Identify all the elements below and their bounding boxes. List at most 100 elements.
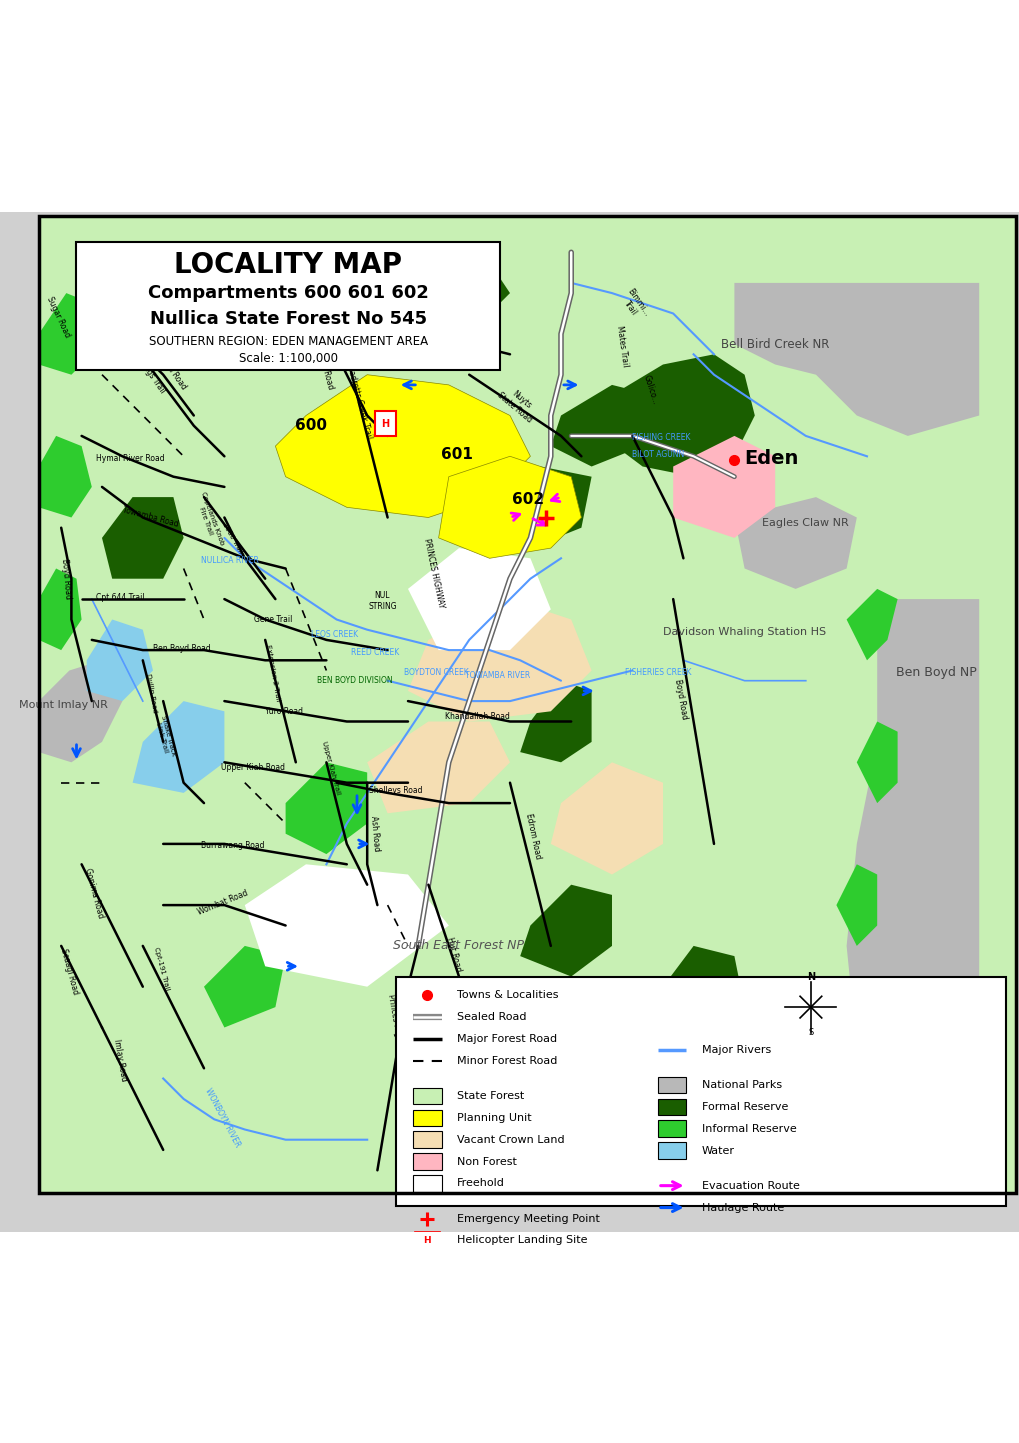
Polygon shape (87, 619, 153, 701)
Bar (657, 1143, 686, 1159)
Polygon shape (39, 661, 122, 762)
Polygon shape (367, 722, 510, 814)
Text: Water: Water (701, 1146, 734, 1156)
Text: NUL
STRING: NUL STRING (368, 592, 396, 610)
Polygon shape (39, 436, 92, 518)
Text: Major Forest Road: Major Forest Road (457, 1033, 556, 1043)
Bar (413, 1175, 441, 1192)
Polygon shape (815, 1038, 876, 1130)
Text: LOCALITY MAP: LOCALITY MAP (174, 251, 401, 278)
Text: Center Road: Center Road (314, 342, 334, 391)
Bar (657, 1120, 686, 1137)
Polygon shape (846, 589, 897, 661)
Text: Informal Reserve: Informal Reserve (701, 1124, 796, 1134)
Text: Eden: Eden (744, 449, 798, 468)
Text: Mates Trail: Mates Trail (614, 325, 629, 368)
Text: 601: 601 (440, 447, 473, 462)
Text: Compartments 600 601 602: Compartments 600 601 602 (148, 284, 428, 302)
Text: Mount Imlay NR: Mount Imlay NR (18, 700, 108, 710)
Text: Ben Boyd Road: Ben Boyd Road (153, 644, 210, 652)
Text: Planning Unit: Planning Unit (457, 1113, 531, 1123)
Text: Cpt-191 Trail: Cpt-191 Trail (153, 947, 169, 990)
Text: Minor Forest Road: Minor Forest Road (457, 1056, 556, 1065)
Bar (413, 1131, 441, 1147)
Polygon shape (662, 947, 744, 1048)
Text: Non Forest: Non Forest (457, 1156, 517, 1166)
Text: Haulage Route: Haulage Route (701, 1202, 784, 1212)
Polygon shape (846, 599, 978, 1190)
Bar (413, 1153, 441, 1170)
Text: Wombat Road: Wombat Road (196, 889, 249, 918)
Bar (415, 1232, 439, 1248)
Text: Upper Kiah Road: Upper Kiah Road (221, 763, 284, 772)
Text: Yuro Road: Yuro Road (264, 707, 303, 716)
Text: Imlay Road: Imlay Road (112, 1039, 128, 1082)
Polygon shape (734, 496, 856, 589)
Polygon shape (479, 466, 591, 548)
Text: Helicopter Landing Site: Helicopter Landing Site (457, 1235, 587, 1245)
Text: Formal Reserve: Formal Reserve (701, 1101, 788, 1111)
Text: Shadretts Creek Trail: Shadretts Creek Trail (344, 361, 373, 440)
Text: TOWAMBA RIVER: TOWAMBA RIVER (465, 671, 530, 680)
Text: Sugar Road: Sugar Road (45, 296, 71, 339)
Text: Gene Trail: Gene Trail (254, 615, 292, 623)
Text: Scale: 1:100,000: Scale: 1:100,000 (238, 352, 337, 365)
Text: Scaagl Road: Scaagl Road (59, 948, 79, 996)
Text: Eagles Claw NR: Eagles Claw NR (761, 518, 849, 528)
Bar (413, 1088, 441, 1104)
Text: Nullica Road: Nullica Road (153, 348, 187, 392)
Text: Freehold: Freehold (457, 1179, 504, 1189)
Text: Dullin Road: Dullin Road (145, 672, 157, 713)
Text: Nullica State Forest No 545: Nullica State Forest No 545 (150, 310, 426, 328)
Polygon shape (408, 548, 550, 651)
Text: South East Forest NP: South East Forest NP (393, 939, 524, 952)
Text: State Forest: State Forest (457, 1091, 524, 1101)
Polygon shape (550, 385, 652, 466)
Text: 600: 600 (294, 418, 327, 433)
Polygon shape (856, 722, 897, 804)
Text: Emergency Meeting Point: Emergency Meeting Point (457, 1214, 599, 1224)
Text: SOUTHERN REGION: EDEN MANAGEMENT AREA: SOUTHERN REGION: EDEN MANAGEMENT AREA (149, 335, 427, 348)
Polygon shape (836, 864, 876, 947)
Polygon shape (285, 762, 367, 854)
Text: Davidson Whaling Station HS: Davidson Whaling Station HS (662, 626, 825, 636)
Text: Craigs Trail: Craigs Trail (135, 355, 167, 395)
Polygon shape (173, 253, 255, 303)
Polygon shape (39, 293, 102, 375)
Polygon shape (102, 496, 183, 579)
Text: Nuyts
State Road: Nuyts State Road (495, 382, 540, 424)
Text: Towamba Road: Towamba Road (122, 505, 179, 530)
Text: 1080 Trail: 1080 Trail (221, 521, 244, 554)
Polygon shape (550, 762, 662, 874)
Text: WONBOYN RIVER: WONBOYN RIVER (203, 1087, 242, 1149)
Polygon shape (601, 355, 754, 476)
Text: BEN BOYD DIVISION: BEN BOYD DIVISION (317, 677, 392, 685)
Text: Ann Creek Fire Trail: Ann Creek Fire Trail (409, 335, 484, 349)
Text: Snake Track
Link Trail: Snake Track Link Trail (154, 714, 176, 759)
Text: PRINCES HIGHWAY: PRINCES HIGHWAY (421, 538, 445, 609)
Text: Evacuation Route: Evacuation Route (701, 1180, 799, 1190)
Text: Edrom Road: Edrom Road (524, 812, 542, 860)
Text: 602: 602 (512, 492, 544, 506)
Text: FISHING CREEK: FISHING CREEK (631, 433, 690, 443)
Bar (375, 411, 395, 436)
Text: National Parks: National Parks (701, 1079, 782, 1089)
Text: Copelands Knob
Fire Trail: Copelands Knob Fire Trail (194, 491, 224, 548)
Text: S: S (807, 1027, 813, 1038)
Text: REED CREEK: REED CREEK (351, 648, 399, 657)
Polygon shape (132, 701, 224, 792)
Polygon shape (520, 885, 611, 977)
Polygon shape (438, 456, 581, 558)
Text: NULLICA RIVER: NULLICA RIVER (201, 556, 258, 564)
Text: BILOT AGUNN: BILOT AGUNN (631, 450, 684, 459)
Text: Ash Road: Ash Road (369, 815, 381, 851)
Text: Gonima Road: Gonima Road (83, 867, 105, 919)
Text: Major Rivers: Major Rivers (701, 1045, 770, 1055)
Polygon shape (204, 947, 285, 1027)
Text: Boyd Road: Boyd Road (60, 558, 72, 599)
Text: Khandallah Road: Khandallah Road (444, 711, 510, 722)
Text: Hymal River Road: Hymal River Road (96, 455, 165, 463)
Polygon shape (408, 253, 510, 323)
Text: Extension 2 Trail: Extension 2 Trail (265, 644, 281, 701)
Text: Vacant Crown Land: Vacant Crown Land (457, 1134, 565, 1144)
